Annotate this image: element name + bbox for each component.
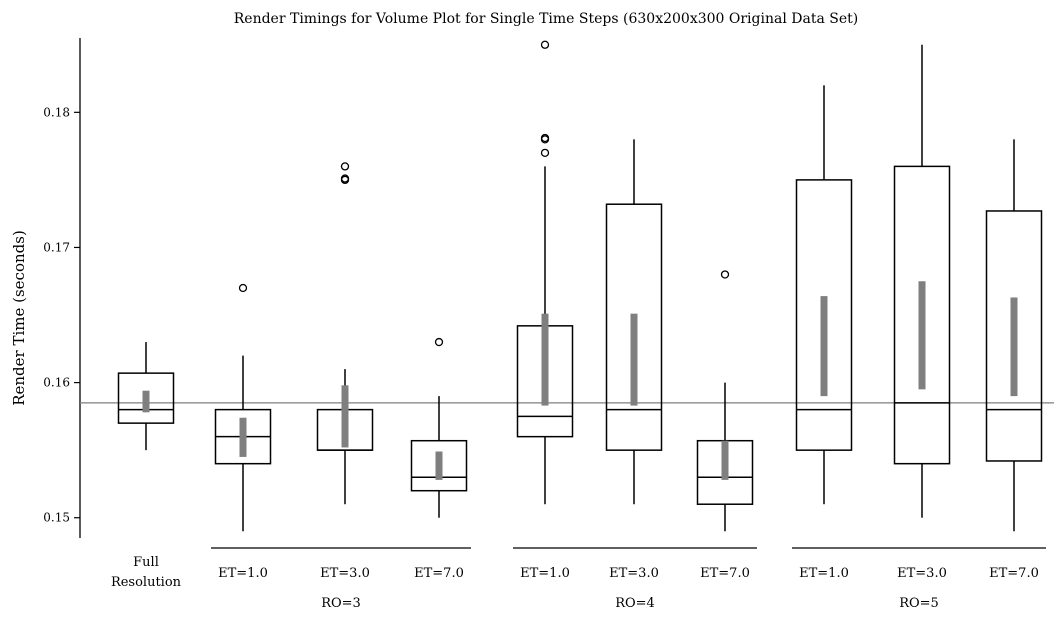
- confidence-bar: [142, 390, 150, 413]
- box-3: [316, 162, 374, 505]
- axes: 0.15 0.16 0.17 0.18: [43, 38, 81, 538]
- category-label: ET=1.0: [218, 566, 268, 581]
- box-body: [985, 210, 1043, 462]
- confidence-bar: [435, 451, 443, 480]
- outlier-point: [540, 148, 550, 158]
- confidence-bar: [541, 313, 549, 406]
- box-4: [410, 337, 468, 518]
- confidence-bar: [721, 440, 729, 480]
- confidence-bar: [341, 385, 349, 448]
- category-label: ET=3.0: [897, 566, 947, 581]
- box-body: [410, 439, 468, 492]
- group-label: RO=4: [615, 596, 655, 611]
- confidence-bar: [630, 313, 638, 406]
- outlier-point: [540, 40, 550, 49]
- group-label: RO=5: [899, 596, 939, 611]
- category-label: ET=7.0: [989, 566, 1039, 581]
- category-label: ET=7.0: [414, 566, 464, 581]
- category-label: Full: [133, 555, 159, 570]
- boxes-layer: [117, 40, 1043, 532]
- category-label: ET=1.0: [520, 566, 570, 581]
- outlier-point: [434, 337, 444, 347]
- confidence-bar: [1010, 297, 1018, 397]
- box-9: [893, 44, 951, 518]
- outlier-point: [340, 162, 350, 171]
- y-tick-label: 0.16: [43, 376, 70, 390]
- box-5: [516, 40, 574, 505]
- y-tick-label: 0.15: [43, 511, 70, 525]
- confidence-bar: [820, 296, 828, 397]
- category-label: Resolution: [111, 575, 182, 590]
- box-body: [795, 179, 853, 451]
- y-tick-label: 0.17: [43, 240, 70, 254]
- outlier-point: [238, 283, 248, 293]
- box-body: [117, 372, 175, 424]
- group-label: RO=3: [321, 596, 361, 611]
- y-axis-label: Render Time (seconds): [10, 230, 28, 406]
- box-7: [696, 270, 754, 532]
- box-body: [893, 165, 951, 465]
- y-tick-label: 0.18: [43, 105, 70, 119]
- box-8: [795, 85, 853, 505]
- box-6: [605, 139, 663, 505]
- box-1: [117, 342, 175, 451]
- confidence-bar: [239, 417, 247, 457]
- category-labels-layer: Full Resolution ET=1.0 ET=3.0 ET=7.0 RO=3 ET=1…: [111, 547, 1046, 611]
- chart-title: Render Timings for Volume Plot for Singl…: [234, 11, 858, 27]
- category-label: ET=3.0: [609, 566, 659, 581]
- category-label: ET=3.0: [320, 566, 370, 581]
- outlier-point: [340, 174, 350, 183]
- outlier-point: [540, 133, 550, 143]
- category-label: ET=7.0: [700, 566, 750, 581]
- box-10: [985, 139, 1043, 532]
- box-body: [605, 203, 663, 451]
- category-label: ET=1.0: [799, 566, 849, 581]
- box-2: [214, 283, 272, 532]
- outlier-point: [720, 270, 730, 279]
- confidence-bar: [918, 281, 926, 390]
